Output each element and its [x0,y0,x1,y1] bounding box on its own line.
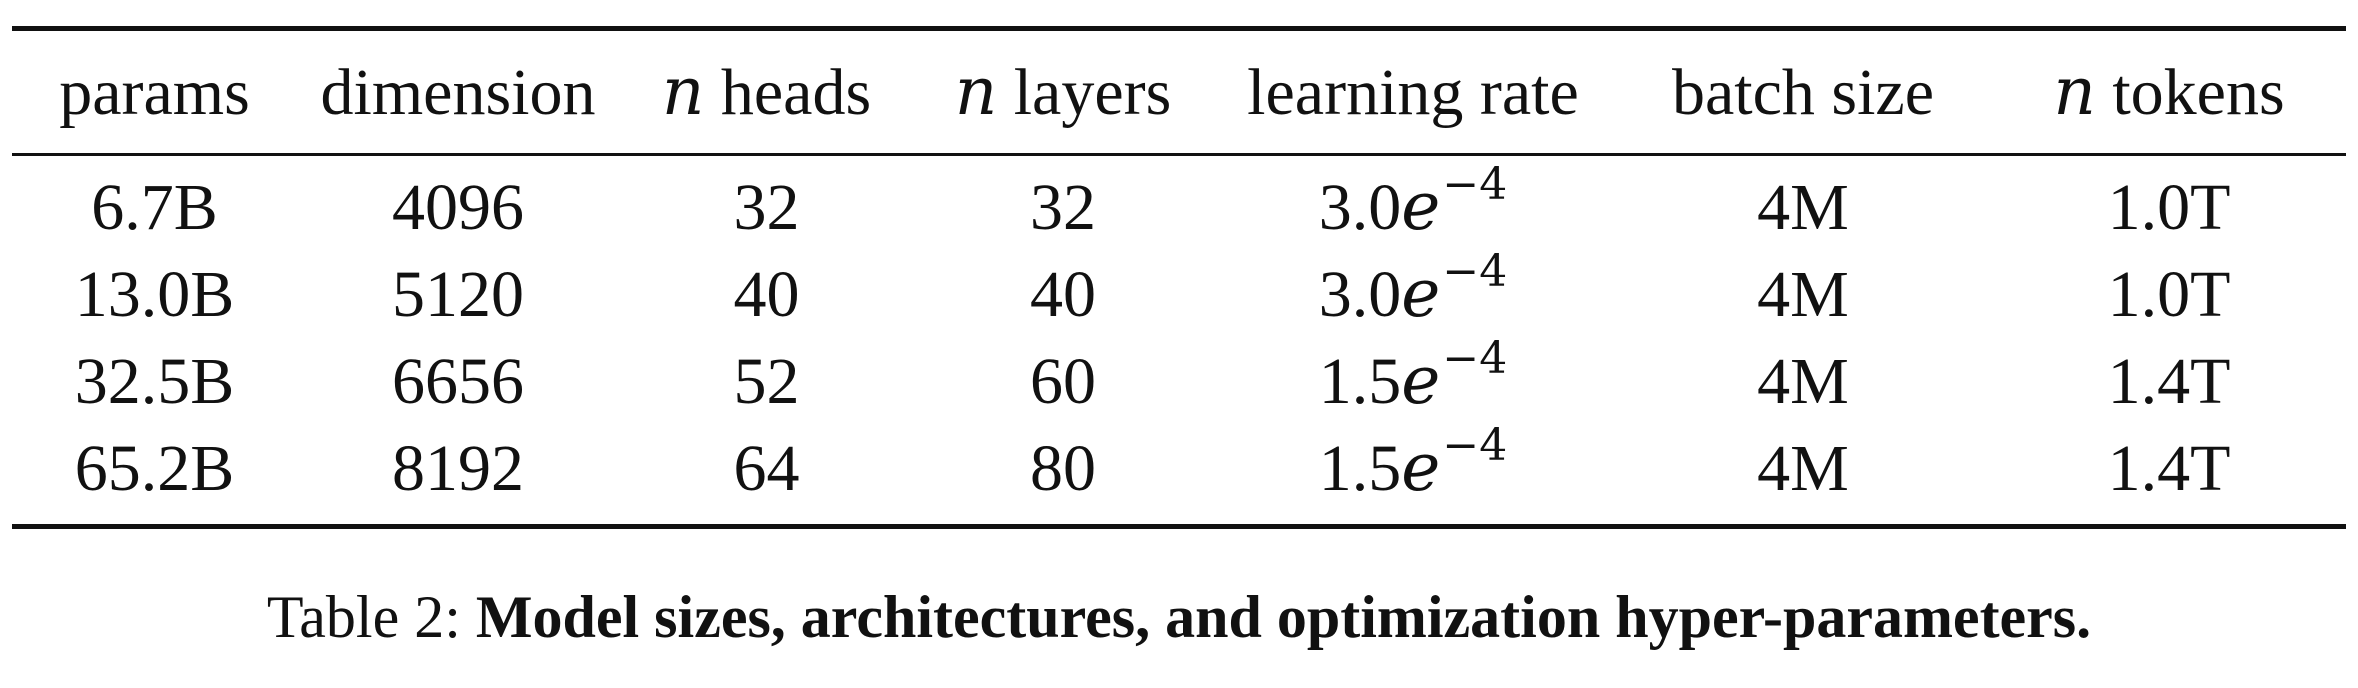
header-n-tokens: n tokens [2053,53,2285,130]
cell-params: 13.0B [74,257,235,331]
header-n-layers: n layers [954,53,1172,130]
cell-tokens: 1.0T [2107,257,2231,331]
cell-layers: 40 [1030,257,1096,331]
table-bottom-rule [12,524,2346,529]
header-dimension: dimension [320,55,596,129]
header-params: params [59,55,250,129]
table-header-row: params dimension n heads n layers learni… [12,31,2346,153]
cell-heads: 64 [733,431,800,505]
cell-batch-size: 4M [1757,257,1849,331]
cell-learning-rate: 3.0e−4 [1318,159,1508,246]
cell-batch-size: 4M [1757,344,1849,418]
cell-learning-rate: 1.5e−4 [1318,333,1508,420]
cell-layers: 80 [1030,431,1096,505]
caption-label: Table 2: [266,584,476,650]
cell-batch-size: 4M [1757,170,1849,244]
cell-layers: 32 [1030,170,1096,244]
table-row: 13.0B 5120 40 40 3.0e−4 4M 1.0T [12,246,2346,338]
table-mid-rule [12,153,2346,156]
cell-params: 6.7B [91,170,218,244]
table-top-rule [12,26,2346,31]
cell-layers: 60 [1030,344,1096,418]
table-row: 6.7B 4096 32 32 3.0e−4 4M 1.0T [12,156,2346,251]
cell-dimension: 4096 [392,170,524,244]
cell-batch-size: 4M [1757,431,1849,505]
header-n-heads: n heads [661,53,872,130]
header-learning-rate: learning rate [1247,55,1579,129]
cell-dimension: 8192 [392,431,524,505]
table-caption: Table 2: Model sizes, architectures, and… [0,582,2358,652]
hyperparameter-table-block: params dimension n heads n layers learni… [12,26,2346,529]
cell-tokens: 1.4T [2107,431,2231,505]
cell-learning-rate: 3.0e−4 [1318,246,1508,333]
cell-heads: 52 [733,344,800,418]
cell-dimension: 5120 [392,257,524,331]
cell-tokens: 1.4T [2107,344,2231,418]
cell-learning-rate: 1.5e−4 [1318,420,1508,507]
table-row: 65.2B 8192 64 80 1.5e−4 4M 1.4T [12,420,2346,524]
table-row: 32.5B 6656 52 60 1.5e−4 4M 1.4T [12,333,2346,425]
header-batch-size: batch size [1671,55,1935,129]
cell-heads: 32 [733,170,800,244]
cell-heads: 40 [733,257,800,331]
hyperparameter-table: params dimension n heads n layers learni… [12,31,2346,524]
cell-dimension: 6656 [392,344,524,418]
cell-params: 32.5B [74,344,235,418]
cell-tokens: 1.0T [2107,170,2231,244]
cell-params: 65.2B [74,431,235,505]
caption-text: Model sizes, architectures, and optimiza… [475,584,2092,650]
